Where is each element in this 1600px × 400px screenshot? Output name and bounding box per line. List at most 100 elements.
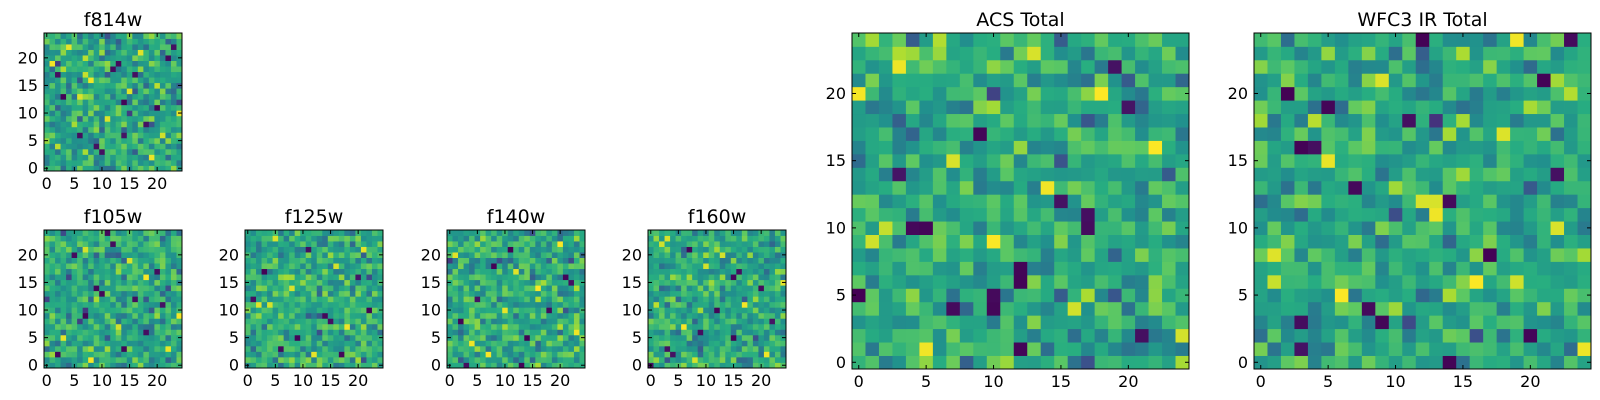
heatmap-cell — [1442, 33, 1457, 47]
heatmap-cell — [485, 246, 492, 253]
heatmap-cell — [496, 301, 503, 308]
heatmap-cell — [349, 279, 356, 286]
heatmap-cell — [283, 257, 290, 264]
heatmap-cell — [932, 234, 947, 249]
heatmap-cell — [272, 263, 279, 270]
heatmap-cell — [573, 340, 580, 347]
heatmap-cell — [518, 252, 525, 258]
heatmap-cell — [261, 235, 268, 242]
heatmap-cell — [338, 246, 345, 253]
heatmap-cell — [568, 334, 575, 341]
heatmap-cell — [670, 362, 676, 369]
heatmap-cell — [1162, 207, 1176, 222]
heatmap-cell — [763, 241, 770, 247]
heatmap-cell — [1267, 46, 1282, 61]
heatmap-cell — [88, 60, 95, 67]
heatmap-cell — [485, 312, 492, 319]
heatmap-cell — [55, 38, 61, 45]
heatmap-cell — [71, 235, 78, 242]
heatmap-cell — [170, 44, 177, 50]
heatmap-cell — [1388, 355, 1403, 370]
heatmap-cell — [524, 362, 531, 369]
heatmap-cell — [1013, 207, 1028, 222]
heatmap-cell — [93, 55, 100, 61]
heatmap-cell — [675, 274, 682, 281]
heatmap-cell — [110, 323, 117, 330]
heatmap-cell — [463, 323, 470, 330]
heatmap-cell — [60, 132, 67, 139]
heatmap-cell — [355, 318, 362, 325]
heatmap-cell — [919, 315, 934, 330]
heatmap-cell — [322, 263, 329, 270]
heatmap-cell — [919, 274, 934, 289]
heatmap-cell — [485, 362, 492, 369]
y-tick-label: 15 — [219, 273, 239, 292]
heatmap-cell — [366, 334, 373, 341]
heatmap-cell — [115, 351, 122, 358]
heatmap-cell — [71, 329, 78, 336]
heatmap-cell — [49, 71, 56, 78]
heatmap-cell — [60, 137, 67, 144]
heatmap-cell — [1375, 301, 1390, 316]
heatmap-cell — [892, 167, 907, 182]
heatmap-cell — [170, 126, 177, 133]
heatmap-cell — [1321, 46, 1336, 61]
heatmap-cell — [959, 221, 974, 235]
heatmap-cell — [88, 38, 95, 45]
heatmap-cell — [143, 323, 150, 330]
heatmap-cell — [852, 180, 866, 195]
heatmap-cell — [973, 140, 988, 155]
heatmap-cell — [366, 246, 373, 253]
heatmap-cell — [664, 307, 671, 314]
heatmap-cell — [148, 230, 155, 236]
heatmap-cell — [267, 345, 273, 352]
heatmap-cell — [93, 290, 100, 297]
heatmap-cell — [165, 88, 172, 95]
heatmap-cell — [143, 115, 150, 122]
heatmap-cell — [165, 351, 172, 358]
heatmap-cell — [1375, 33, 1390, 47]
heatmap-cell — [1321, 33, 1336, 47]
heatmap-cell — [670, 290, 676, 297]
heatmap-cell — [1375, 328, 1390, 343]
heatmap-cell — [349, 257, 356, 264]
heatmap-cell — [892, 59, 907, 74]
heatmap-cell — [250, 340, 257, 347]
heatmap-cell — [568, 235, 575, 242]
heatmap-cell — [126, 66, 133, 73]
heatmap-cell — [121, 159, 128, 166]
heatmap-cell — [1081, 46, 1096, 61]
heatmap-cell — [1550, 234, 1565, 249]
heatmap-cell — [518, 246, 525, 253]
heatmap-cell — [44, 44, 50, 50]
heatmap-cell — [670, 296, 676, 303]
heatmap-cell — [1402, 288, 1417, 303]
heatmap-cell — [865, 140, 880, 155]
heatmap-cell — [1121, 207, 1136, 222]
heatmap-cell — [143, 274, 150, 281]
heatmap-cell — [143, 137, 150, 144]
heatmap-cell — [562, 252, 569, 258]
heatmap-cell — [1280, 86, 1295, 101]
heatmap-cell — [469, 235, 475, 242]
heatmap-cell — [71, 55, 78, 61]
heatmap-cell — [535, 296, 542, 303]
heatmap-cell — [1280, 194, 1295, 209]
heatmap-cell — [469, 263, 475, 270]
heatmap-cell — [1496, 234, 1511, 249]
heatmap-cell — [932, 140, 947, 155]
heatmap-cell — [66, 148, 72, 155]
heatmap-cell — [518, 307, 525, 314]
heatmap-cell — [714, 345, 721, 352]
heatmap-cell — [344, 351, 351, 358]
heatmap-cell — [1375, 113, 1390, 128]
heatmap-cell — [104, 82, 111, 89]
heatmap-cell — [1334, 73, 1349, 88]
heatmap-cell — [77, 345, 84, 352]
heatmap-cell — [170, 334, 177, 341]
heatmap-cell — [82, 88, 89, 95]
heatmap-cell — [126, 132, 133, 139]
heatmap-cell — [1162, 167, 1176, 182]
heatmap-cell — [1361, 100, 1376, 115]
heatmap-cell — [294, 329, 301, 336]
